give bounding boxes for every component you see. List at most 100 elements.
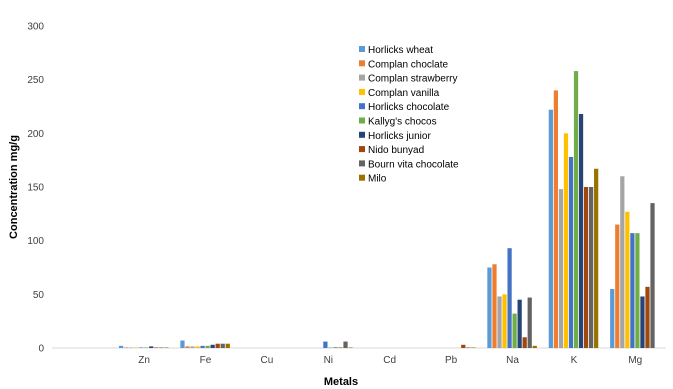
- y-tick-label: 50: [33, 290, 45, 301]
- legend-swatch: [359, 46, 365, 52]
- legend-label: Nido bunyad: [368, 145, 424, 156]
- bar-nido-bunyad-mg: [645, 286, 650, 348]
- bar-complan-vanilla-fe: [195, 346, 200, 348]
- bar-bourn-vita-chocolate-fe: [220, 343, 225, 348]
- bar-kallyg-s-chocos-fe: [205, 345, 210, 348]
- x-tick-label: Pb: [445, 355, 458, 366]
- bar-bourn-vita-chocolate-zn: [159, 347, 164, 348]
- bar-horlicks-junior-mg: [640, 296, 645, 348]
- legend-label: Complan strawberry: [368, 74, 457, 85]
- bars: [118, 71, 655, 349]
- bar-bourn-vita-chocolate-k: [589, 187, 594, 348]
- legend-swatch: [359, 174, 365, 181]
- legend-label: Complan choclate: [368, 59, 448, 70]
- bar-complan-strawberry-zn: [129, 347, 134, 348]
- x-axis-title: Metals: [324, 376, 358, 388]
- bar-complan-vanilla-k: [563, 133, 569, 348]
- legend-swatch: [359, 74, 365, 81]
- x-tick-label: Mg: [628, 355, 642, 366]
- legend: Horlicks wheat Complan choclate Complan st…: [359, 45, 459, 185]
- legend-label: Horlicks wheat: [368, 45, 433, 56]
- x-tick-label: Fe: [200, 355, 212, 366]
- legend-label: Complan vanilla: [368, 88, 440, 99]
- bar-kallyg-s-chocos-na: [512, 313, 517, 348]
- bar-nido-bunyad-ni: [338, 347, 343, 348]
- bar-bourn-vita-chocolate-ni: [343, 341, 348, 348]
- bar-horlicks-chocolate-k: [568, 156, 574, 348]
- bar-milo-k: [594, 168, 599, 348]
- bar-horlicks-wheat-na: [487, 267, 492, 348]
- bar-horlicks-wheat-zn: [118, 345, 124, 348]
- bar-nido-bunyad-pb: [461, 344, 466, 348]
- bar-complan-choclate-zn: [123, 347, 129, 348]
- y-tick-label: 0: [38, 344, 44, 355]
- bar-horlicks-wheat-fe: [180, 340, 185, 348]
- x-tick-label: K: [571, 355, 578, 366]
- bar-milo-fe: [225, 343, 230, 348]
- bar-horlicks-wheat-k: [548, 109, 553, 348]
- legend-swatch: [359, 131, 365, 138]
- legend-swatch: [359, 88, 365, 95]
- bar-kallyg-s-chocos-ni: [328, 347, 333, 348]
- bar-complan-choclate-mg: [615, 224, 620, 348]
- bar-bourn-vita-chocolate-pb: [466, 347, 471, 348]
- bar-kallyg-s-chocos-k: [573, 71, 579, 348]
- bar-complan-choclate-fe: [185, 346, 190, 348]
- x-tick-label: Cu: [261, 355, 274, 366]
- bar-complan-choclate-k: [553, 90, 558, 349]
- bar-horlicks-chocolate-ni: [323, 341, 328, 348]
- bar-horlicks-chocolate-mg: [630, 233, 635, 348]
- x-tick-label: Ni: [324, 355, 333, 366]
- bar-milo-pb: [471, 347, 476, 348]
- bar-horlicks-chocolate-fe: [200, 345, 205, 348]
- y-axis-title: Concentration mg/g: [8, 135, 20, 239]
- x-tick-label: Na: [506, 355, 519, 366]
- bar-complan-strawberry-mg: [620, 176, 625, 348]
- y-tick-label: 300: [27, 22, 44, 33]
- bar-complan-vanilla-na: [502, 294, 507, 348]
- bar-complan-strawberry-fe: [190, 346, 195, 348]
- bar-nido-bunyad-k: [583, 187, 589, 348]
- bar-complan-strawberry-k: [558, 189, 564, 348]
- legend-swatch: [359, 103, 365, 110]
- legend-label: Horlicks junior: [368, 131, 431, 142]
- bar-milo-zn: [164, 347, 169, 348]
- y-tick-label: 100: [27, 236, 44, 247]
- legend-label: Bourn vita chocolate: [368, 159, 459, 170]
- bar-bourn-vita-chocolate-mg: [650, 203, 655, 348]
- bar-kallyg-s-chocos-zn: [144, 347, 149, 348]
- bar-kallyg-s-chocos-mg: [635, 233, 640, 348]
- legend-label: Kallyg's chocos: [368, 117, 437, 128]
- bar-horlicks-junior-k: [578, 114, 584, 348]
- legend-swatch: [359, 146, 365, 153]
- bar-horlicks-chocolate-zn: [139, 347, 144, 348]
- bar-complan-choclate-na: [492, 264, 497, 348]
- bar-milo-ni: [348, 347, 353, 348]
- bar-nido-bunyad-fe: [215, 343, 220, 348]
- y-axis-ticks: 0 50 100 150 200 250 300: [27, 22, 44, 355]
- bar-nido-bunyad-zn: [154, 347, 159, 348]
- y-tick-label: 150: [27, 183, 44, 194]
- bar-horlicks-junior-fe: [210, 344, 215, 348]
- y-tick-label: 250: [27, 75, 44, 86]
- x-axis-ticks: Zn Fe Cu Ni Cd Pb Na K Mg: [138, 355, 642, 366]
- bar-bourn-vita-chocolate-na: [527, 297, 532, 348]
- bar-horlicks-junior-zn: [149, 346, 154, 348]
- bar-milo-na: [532, 345, 537, 348]
- legend-swatch: [359, 60, 365, 67]
- bar-horlicks-junior-na: [517, 299, 522, 348]
- legend-swatch: [359, 160, 365, 167]
- bar-nido-bunyad-na: [522, 337, 527, 348]
- bar-horlicks-chocolate-na: [507, 248, 512, 348]
- y-tick-label: 200: [27, 129, 44, 140]
- x-tick-label: Zn: [138, 355, 150, 366]
- legend-swatch: [359, 117, 365, 124]
- legend-label: Milo: [368, 174, 387, 185]
- bar-complan-strawberry-na: [497, 296, 502, 348]
- bar-complan-vanilla-zn: [134, 347, 139, 348]
- bar-complan-vanilla-mg: [625, 211, 630, 348]
- x-tick-label: Cd: [383, 355, 396, 366]
- legend-label: Horlicks chocolate: [368, 102, 450, 113]
- bar-horlicks-wheat-mg: [610, 288, 615, 348]
